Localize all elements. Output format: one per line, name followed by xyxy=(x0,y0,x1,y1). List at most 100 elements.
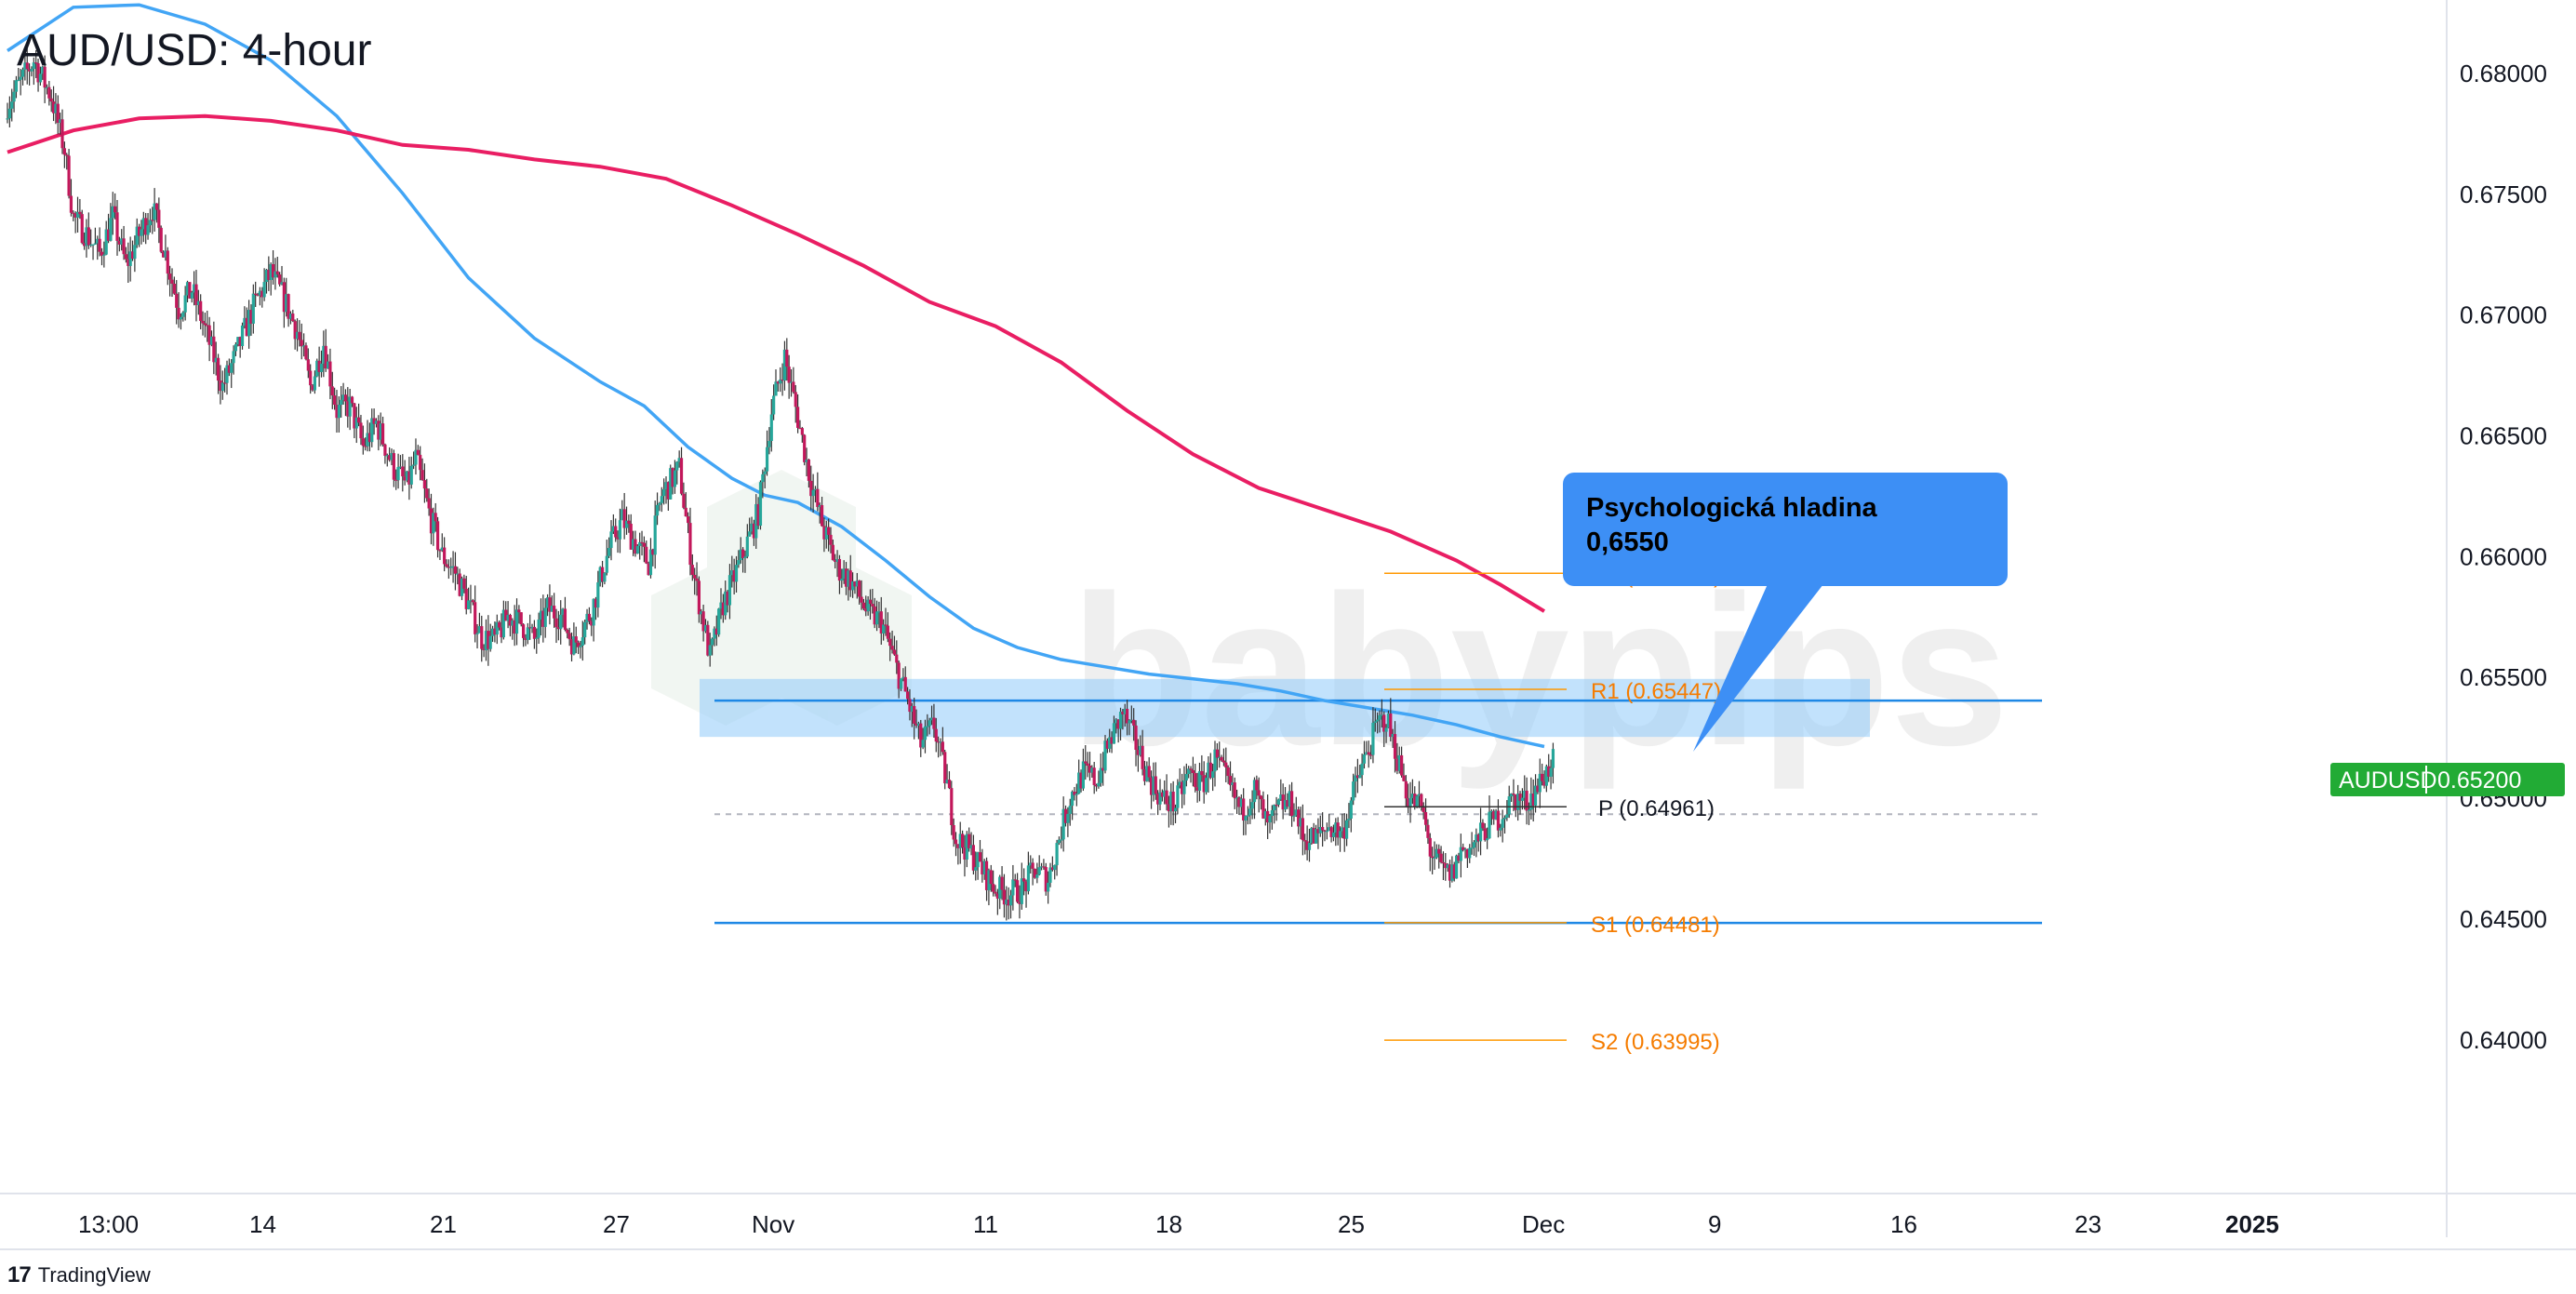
footer-branding[interactable]: 17 TradingView xyxy=(7,1262,151,1287)
candle-body xyxy=(1261,799,1265,819)
candle-body xyxy=(1195,787,1199,791)
candle-body xyxy=(206,325,209,327)
candle-body xyxy=(1005,900,1008,905)
candle-body xyxy=(1226,767,1230,777)
candle-body xyxy=(1239,798,1243,807)
candle-body xyxy=(1415,795,1419,807)
candle-body xyxy=(688,523,692,566)
candle-body xyxy=(616,537,620,540)
candle-body xyxy=(432,513,435,534)
candle-body xyxy=(179,316,183,320)
candle-body xyxy=(168,273,172,280)
candle-body xyxy=(669,468,673,500)
candle-body xyxy=(1389,713,1393,738)
candle-body xyxy=(124,254,128,260)
candle-body xyxy=(888,638,892,647)
candle-body xyxy=(1099,767,1102,783)
candle-body xyxy=(664,482,668,489)
candle-body xyxy=(950,788,954,826)
y-tick-label: 0.67000 xyxy=(2460,301,2547,329)
candle-body xyxy=(642,542,646,547)
candle-body xyxy=(981,861,984,874)
candle-body xyxy=(910,705,914,713)
candle-body xyxy=(818,504,821,508)
y-tick-label: 0.67500 xyxy=(2460,180,2547,208)
candle-body xyxy=(319,363,324,372)
candle-body xyxy=(1270,810,1274,817)
candle-body xyxy=(69,195,73,213)
candle-body xyxy=(611,526,615,532)
candle-body xyxy=(98,238,101,252)
last-price-tag[interactable]: AUDUSD 0.65200 xyxy=(2330,763,2565,796)
candle-body xyxy=(379,423,382,440)
candle-body xyxy=(183,295,187,313)
candle-body xyxy=(647,563,650,576)
candle-body xyxy=(1132,719,1136,726)
candle-body xyxy=(553,606,556,619)
candle-body xyxy=(574,636,578,643)
candle-body xyxy=(1057,839,1061,844)
candle-body xyxy=(855,580,859,587)
candle-body xyxy=(587,613,591,621)
candle-body xyxy=(837,559,842,581)
candle-body xyxy=(632,539,635,550)
candle-body xyxy=(1336,822,1340,838)
candle-body xyxy=(1050,867,1054,871)
candle-body xyxy=(1149,777,1154,795)
candle-body xyxy=(861,602,865,609)
candle-body xyxy=(1290,791,1294,817)
candle-body xyxy=(1441,861,1446,864)
candle-body xyxy=(638,541,642,546)
x-tick-label: 25 xyxy=(1338,1210,1365,1238)
candle-body xyxy=(350,396,354,404)
candle-body xyxy=(622,509,626,528)
candle-body xyxy=(1044,867,1048,892)
candle-body xyxy=(1114,719,1118,724)
candle-body xyxy=(1352,781,1355,801)
candle-body xyxy=(1128,720,1131,724)
candle-body xyxy=(796,407,800,428)
candle-body xyxy=(490,628,495,636)
candle-body xyxy=(209,336,214,345)
candle-body xyxy=(1228,776,1233,785)
candle-body xyxy=(522,624,526,638)
x-tick-label: 23 xyxy=(2075,1210,2102,1238)
candle-body xyxy=(844,568,848,587)
candle-body xyxy=(190,292,194,299)
candle-body xyxy=(1413,794,1417,807)
candle-body xyxy=(726,591,729,606)
candle-body xyxy=(1533,785,1538,806)
candle-body xyxy=(1367,752,1370,755)
candle-body xyxy=(1488,811,1491,839)
candle-body xyxy=(1211,771,1215,779)
candle-body xyxy=(789,381,794,383)
candle-body xyxy=(1237,797,1241,807)
candle-body xyxy=(1268,816,1272,823)
candle-body xyxy=(840,578,844,581)
candle-body xyxy=(739,549,742,561)
candle-body xyxy=(1426,824,1430,838)
resistance-zone-group xyxy=(700,678,1870,738)
candle-body xyxy=(390,453,394,460)
candle-body xyxy=(730,570,734,576)
candle-body xyxy=(203,323,207,326)
moving-averages xyxy=(7,3,1546,749)
candle-body xyxy=(422,480,426,489)
candle-body xyxy=(1303,840,1307,842)
candle-body xyxy=(440,547,444,551)
candle-body xyxy=(445,564,448,567)
candle-body xyxy=(232,351,235,364)
candle-body xyxy=(1527,809,1531,811)
candle-body xyxy=(67,155,71,196)
candle-body xyxy=(947,780,952,789)
candle-body xyxy=(1118,711,1123,729)
candle-body xyxy=(792,381,795,393)
candle-body xyxy=(961,834,965,848)
x-tick-label: 16 xyxy=(1890,1210,1917,1238)
candle-body xyxy=(937,741,941,743)
candle-body xyxy=(247,310,251,337)
candle-body xyxy=(785,349,789,367)
candle-body xyxy=(556,627,560,630)
candle-body xyxy=(1448,864,1452,881)
candle-body xyxy=(1457,855,1461,861)
